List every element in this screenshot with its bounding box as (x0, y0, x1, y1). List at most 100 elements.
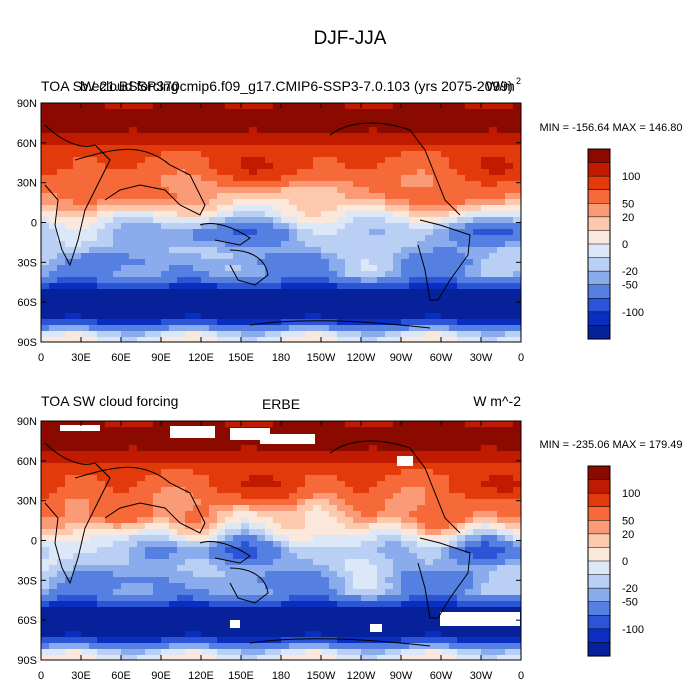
contour-cell (185, 655, 194, 660)
contour-cell (441, 235, 450, 242)
contour-cell (449, 433, 458, 440)
contour-cell (193, 481, 202, 488)
contour-cell (505, 181, 514, 188)
contour-cell (297, 577, 306, 584)
contour-cell (417, 565, 426, 572)
contour-cell (505, 121, 514, 128)
contour-cell (345, 553, 354, 560)
contour-cell (241, 421, 250, 428)
contour-cell (401, 493, 410, 500)
contour-cell (513, 655, 521, 660)
contour-cell (225, 319, 234, 326)
contour-cell (81, 529, 90, 536)
contour-cell (337, 121, 346, 128)
contour-cell (337, 253, 346, 260)
contour-cell (361, 607, 370, 614)
contour-cell (201, 619, 210, 626)
contour-cell (113, 301, 122, 308)
contour-cell (449, 625, 458, 632)
contour-cell (305, 109, 314, 116)
contour-cell (265, 157, 274, 164)
contour-cell (153, 631, 162, 638)
contour-cell (441, 253, 450, 260)
contour-cell (49, 571, 58, 578)
contour-cell (201, 451, 210, 458)
contour-cell (65, 157, 74, 164)
contour-cell (265, 535, 274, 542)
contour-cell (169, 511, 178, 518)
contour-cell (473, 199, 482, 206)
contour-cell (209, 295, 218, 302)
contour-cell (161, 445, 170, 452)
contour-cell (153, 205, 162, 212)
contour-cell (129, 121, 138, 128)
lon-tick-label: 0 (38, 352, 44, 364)
contour-cell (417, 235, 426, 242)
contour-cell (385, 115, 394, 122)
contour-cell (225, 211, 234, 218)
contour-cell (73, 121, 82, 128)
contour-cell (425, 211, 434, 218)
contour-cell (257, 223, 266, 230)
contour-cell (393, 175, 402, 182)
contour-cell (225, 253, 234, 260)
contour-cell (409, 637, 418, 644)
contour-cell (289, 217, 298, 224)
contour-cell (345, 637, 354, 644)
contour-cell (273, 193, 282, 200)
contour-cell (97, 547, 106, 554)
contour-cell (401, 337, 410, 342)
contour-cell (457, 301, 466, 308)
contour-cell (41, 613, 50, 620)
contour-cell (505, 553, 514, 560)
contour-cell (281, 217, 290, 224)
contour-cell (377, 229, 386, 236)
contour-cell (153, 535, 162, 542)
contour-cell (161, 199, 170, 206)
contour-cell (249, 211, 258, 218)
contour-cell (489, 229, 498, 236)
contour-cell (105, 421, 114, 428)
contour-cell (73, 325, 82, 332)
contour-cell (409, 181, 418, 188)
contour-cell (433, 553, 442, 560)
contour-cell (145, 433, 154, 440)
lon-tick-label: 90E (151, 352, 171, 364)
contour-cell (81, 115, 90, 122)
contour-cell (145, 277, 154, 284)
contour-cell (121, 319, 130, 326)
contour-cell (401, 283, 410, 290)
lat-tick-label: 60N (17, 138, 37, 150)
contour-cell (161, 289, 170, 296)
lon-tick-label: 0 (38, 670, 44, 682)
contour-cell (233, 199, 242, 206)
contour-cell (473, 445, 482, 452)
contour-cell (433, 547, 442, 554)
contour-cell (321, 565, 330, 572)
contour-cell (449, 601, 458, 608)
contour-cell (57, 469, 66, 476)
contour-cell (353, 583, 362, 590)
contour-cell (409, 535, 418, 542)
contour-cell (129, 505, 138, 512)
contour-cell (49, 427, 58, 434)
contour-cell (393, 619, 402, 626)
contour-cell (497, 547, 506, 554)
contour-cell (369, 559, 378, 566)
contour-cell (305, 655, 314, 660)
contour-cell (177, 619, 186, 626)
contour-cell (209, 145, 218, 152)
contour-cell (225, 247, 234, 254)
contour-cell (425, 487, 434, 494)
contour-cell (273, 523, 282, 530)
contour-cell (329, 607, 338, 614)
contour-cell (81, 247, 90, 254)
contour-cell (345, 583, 354, 590)
contour-cell (377, 535, 386, 542)
contour-cell (457, 211, 466, 218)
contour-cell (209, 481, 218, 488)
contour-cell (185, 619, 194, 626)
contour-cell (257, 325, 266, 332)
contour-cell (321, 547, 330, 554)
contour-cell (89, 163, 98, 170)
